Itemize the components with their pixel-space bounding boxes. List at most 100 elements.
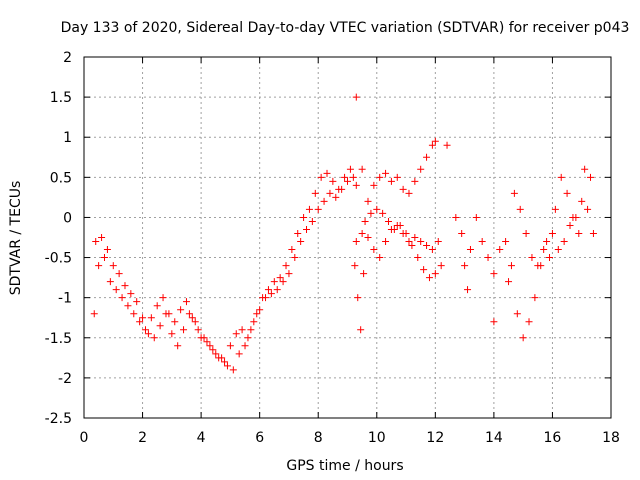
data-point [387,177,395,185]
data-point [411,234,419,241]
data-point [106,278,114,286]
data-point [584,205,592,213]
data-point [581,165,589,173]
data-point [244,334,252,342]
data-point [566,221,574,229]
data-point [168,330,176,338]
x-tick-label: 16 [544,430,562,446]
data-point [153,302,161,310]
data-point [420,266,428,274]
data-point [182,298,190,306]
data-point [180,326,188,334]
data-point [358,229,366,237]
grid-lines [84,57,611,418]
y-axis-label: SDTVAR / TECUs [8,181,24,296]
y-tick-label: 1 [63,130,72,146]
data-point [443,141,451,149]
data-point [484,254,492,262]
x-tick-label: 8 [314,430,323,446]
data-point [185,310,193,318]
data-point [130,310,138,318]
data-point [352,93,360,101]
data-point [452,213,460,221]
data-point [305,205,313,213]
series-track-8 [505,165,595,286]
data-point [150,334,158,342]
x-tick-label: 2 [138,430,147,446]
data-point [194,326,202,334]
data-point [90,310,98,318]
data-point [115,270,123,278]
data-point [587,173,595,181]
x-tick-label: 14 [485,430,503,446]
data-point [382,238,390,246]
data-point [528,254,536,262]
data-point [308,217,316,225]
data-point [396,221,404,229]
y-tick-label: -2.5 [45,411,72,427]
data-point [329,177,337,185]
data-point [351,262,359,270]
data-point [270,278,278,286]
data-point [513,310,521,318]
data-point [399,185,407,193]
data-point [414,254,422,262]
data-point [423,242,431,250]
y-tick-label: 1.5 [50,90,72,106]
data-point [276,274,284,282]
data-point [464,286,472,294]
data-point [159,294,167,302]
data-point [393,173,401,181]
data-point [376,173,384,181]
data-point [360,270,368,278]
data-point [144,330,152,338]
data-point [575,229,583,237]
data-point [121,282,129,290]
x-tick-label: 18 [602,430,620,446]
y-tick-label: 0.5 [50,170,72,186]
data-point [423,153,431,161]
data-point [478,238,486,246]
data-point [338,185,346,193]
data-point [98,234,106,241]
series-track-4 [352,221,442,262]
data-point [139,314,147,322]
data-point [516,205,524,213]
data-point [223,362,231,370]
data-point [352,181,360,189]
data-point [206,342,214,350]
data-point [156,322,164,330]
series-track-3 [352,93,439,205]
chart-title: Day 133 of 2020, Sidereal Day-to-day VTE… [61,20,630,36]
data-point [262,294,270,302]
data-point [522,229,530,237]
data-point [563,189,571,197]
data-point [379,209,387,217]
data-point [382,169,390,177]
data-point [247,326,255,334]
data-point [118,294,126,302]
data-point [188,314,196,322]
data-point [264,286,272,294]
data-point [461,262,469,270]
data-point [502,238,510,246]
data-point [490,318,498,326]
data-point [147,314,155,322]
data-point [557,173,565,181]
x-tick-label: 0 [80,430,89,446]
data-point [361,217,369,225]
data-point [352,238,360,246]
data-point [238,326,246,334]
data-point [320,197,328,205]
data-point [589,229,597,237]
data-point [505,278,513,286]
data-point [425,274,433,282]
data-point [171,318,179,326]
data-point [490,270,498,278]
y-tick-labels: 2 1.5 1 0.5 0 -0.5 -1 -1.5 -2 -2.5 [45,50,72,427]
data-point [402,229,410,237]
data-point [548,229,556,237]
x-tick-label: 4 [197,430,206,446]
y-tick-label: -1 [58,291,72,307]
data-point [285,270,293,278]
